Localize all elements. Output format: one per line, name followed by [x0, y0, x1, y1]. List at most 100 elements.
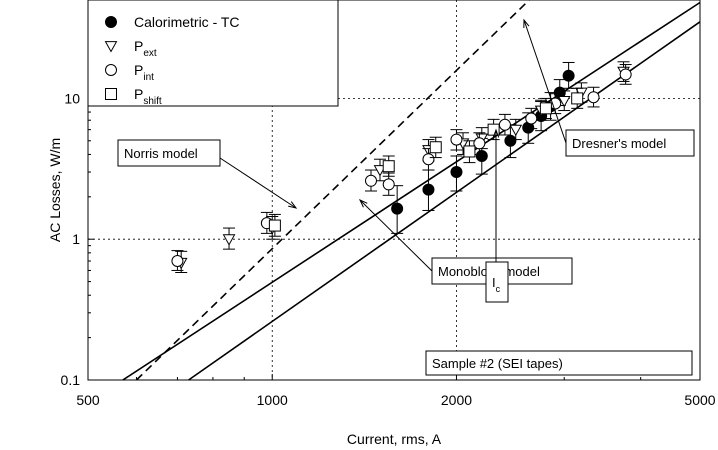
point-marker: [268, 219, 281, 232]
legend-entry-label: Pshift: [134, 86, 162, 107]
point-marker: [557, 96, 571, 108]
data-point: [525, 107, 538, 130]
data-point: [475, 137, 488, 175]
y-axis-label: AC Losses, W/m: [47, 138, 63, 242]
data-point: [268, 213, 281, 237]
plot-frame: [87, 0, 701, 381]
point-marker: [222, 234, 236, 246]
legend-entry-label: Calorimetric - TC: [134, 14, 240, 30]
sample-label-box: [425, 350, 693, 376]
point-marker: [429, 141, 442, 154]
data-point: [171, 250, 184, 271]
legend-entry: Calorimetric - TC: [105, 14, 240, 30]
critical-current-label-text: Ic: [492, 275, 501, 294]
x-tick-label: 5000: [684, 392, 715, 408]
data-point: [429, 136, 442, 159]
point-marker: [498, 118, 511, 131]
critical-current-label-box: [485, 261, 509, 303]
point-marker: [364, 174, 377, 187]
y-tick-label: 0.1: [61, 372, 81, 388]
point-marker: [587, 91, 600, 104]
point-marker: [171, 255, 184, 268]
monoblock-arrow-head: [358, 198, 368, 208]
legend-entry-label: Pint: [134, 62, 154, 83]
dresner-model-label: Dresner's model: [565, 129, 695, 157]
data-point: [463, 140, 476, 164]
norris-model-label: Norris model: [117, 139, 221, 167]
dresner-model-label-box: [565, 129, 695, 157]
point-marker: [473, 137, 486, 150]
data-point: [587, 86, 600, 108]
data-point: [509, 118, 523, 141]
legend-entry: Pext: [104, 38, 157, 59]
ic-arrow-head: [492, 128, 500, 138]
dresner-arrow-head: [523, 18, 530, 29]
sample-label: Sample #2 (SEI tapes): [425, 350, 693, 376]
critical-current-label: Ic: [485, 261, 509, 303]
point-marker: [562, 69, 575, 82]
point-marker: [422, 183, 435, 196]
data-point: [382, 155, 395, 177]
model-line: [122, 1, 701, 381]
data-point: [557, 90, 571, 112]
y-tick-label: 10: [64, 90, 80, 106]
data-point: [498, 113, 511, 136]
legend-entry-label: Pext: [134, 38, 157, 59]
legend-marker: [105, 64, 117, 76]
x-axis-label: Current, rms, A: [347, 431, 442, 447]
data-points: [171, 61, 632, 274]
point-marker: [391, 202, 404, 215]
data-point: [549, 93, 562, 115]
data-point: [539, 97, 552, 119]
point-marker: [382, 178, 395, 191]
point-marker: [525, 112, 538, 125]
legend-marker: [105, 88, 117, 100]
data-point: [450, 155, 463, 192]
point-marker: [450, 133, 463, 146]
dresner-model-label-text: Dresner's model: [572, 136, 666, 151]
model-line: [135, 0, 530, 381]
x-tick-label: 500: [76, 392, 100, 408]
data-point: [391, 185, 404, 234]
legend-marker: [105, 16, 117, 28]
data-point: [562, 61, 575, 89]
legend-box: [87, 0, 339, 107]
x-tick-label: 2000: [441, 392, 472, 408]
data-point: [222, 227, 236, 250]
point-marker: [509, 124, 523, 137]
data-point: [619, 64, 632, 85]
point-marker: [619, 68, 632, 81]
data-point: [382, 172, 395, 196]
model-line: [188, 21, 701, 381]
monoblock-arrow: [359, 199, 433, 272]
norris-model-label-text: Norris model: [124, 146, 198, 161]
data-point: [450, 129, 463, 151]
legend-entry: Pshift: [105, 86, 162, 107]
data-point: [364, 169, 377, 192]
x-tick-label: 1000: [257, 392, 288, 408]
legend-entry: Pint: [105, 62, 154, 83]
point-marker: [382, 160, 395, 173]
model-lines: [122, 0, 701, 381]
point-marker: [450, 166, 463, 179]
data-point: [422, 169, 435, 211]
legend: Calorimetric - TC Pext Pint Pshift: [87, 0, 339, 107]
legend-marker: [104, 41, 118, 53]
norris-model-label-box: [117, 139, 221, 167]
norris-arrow: [219, 157, 297, 209]
y-tick-label: 1: [72, 231, 80, 247]
point-marker: [571, 92, 584, 105]
point-marker: [463, 145, 476, 158]
axis-ticks: 500 1000 2000 5000 0.1 1 10: [61, 0, 716, 408]
point-marker: [539, 102, 552, 115]
data-point: [473, 132, 486, 155]
point-marker: [475, 149, 488, 162]
dresner-arrow: [523, 19, 567, 144]
point-marker: [422, 153, 435, 166]
norris-arrow-head: [288, 201, 298, 209]
sample-label-text: Sample #2 (SEI tapes): [432, 356, 563, 371]
data-point: [571, 87, 584, 109]
point-marker: [504, 134, 517, 147]
